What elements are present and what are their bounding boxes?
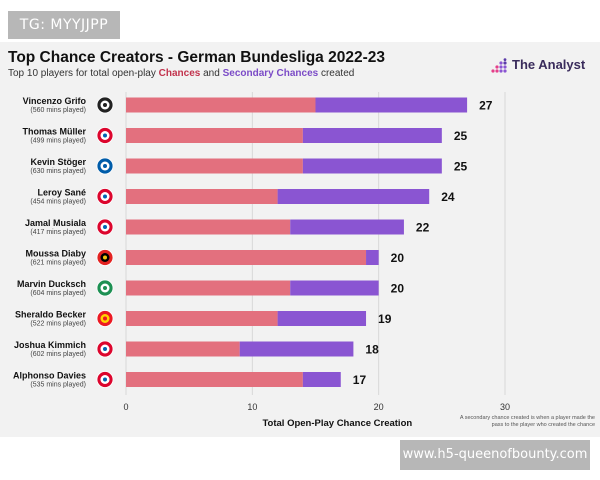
total-label: 24: [441, 190, 455, 204]
bar-chances: [126, 128, 303, 143]
watermark-bottom: www.h5-queenofbounty.com: [400, 440, 590, 470]
player-name: Joshua Kimmich: [14, 340, 86, 350]
footnote: A secondary chance created is when a pla…: [459, 415, 595, 428]
bar-chart: 0 10 20 30 Total Open-Play Chance Creation Vi…: [13, 92, 510, 429]
total-label: 27: [479, 99, 493, 113]
player-name: Sheraldo Becker: [15, 310, 87, 320]
player-name: Thomas Müller: [22, 127, 86, 137]
chart-title: Top Chance Creators - German Bundesliga …: [8, 49, 385, 66]
bayern-crest-icon-core: [103, 347, 107, 351]
player-minutes: (560 mins played): [30, 107, 86, 114]
watermark-top: TG: MYYJJPP: [8, 11, 120, 39]
x-tick-label: 0: [123, 402, 128, 412]
x-tick-label: 20: [374, 402, 384, 412]
analyst-logo-icon: [491, 58, 507, 73]
union-berlin-crest-icon-core: [103, 316, 107, 321]
player-minutes: (535 mins played): [30, 382, 86, 389]
total-label: 18: [365, 343, 379, 357]
x-axis-title: Total Open-Play Chance Creation: [262, 418, 412, 429]
player-name: Kevin Stöger: [30, 157, 86, 167]
bar-chances: [126, 97, 316, 113]
bayern-crest-icon-core: [103, 133, 107, 138]
player-name: Leroy Sané: [37, 188, 86, 198]
x-tick-label: 30: [500, 402, 510, 412]
player-minutes: (499 mins played): [30, 138, 86, 145]
total-label: 20: [391, 251, 405, 265]
player-minutes: (604 mins played): [30, 290, 86, 297]
bar-chances: [126, 250, 367, 265]
player-minutes: (630 mins played): [30, 168, 86, 175]
player-name: Jamal Musiala: [25, 218, 87, 228]
player-name: Vincenzo Grifo: [23, 96, 87, 106]
bayern-crest-icon-core: [103, 194, 107, 199]
bar-secondary: [366, 250, 379, 265]
subtitle-and: and: [200, 68, 223, 79]
bar-chances: [126, 158, 303, 174]
player-name: Marvin Ducksch: [17, 279, 86, 289]
player-name: Moussa Diaby: [25, 249, 86, 259]
bar-secondary: [277, 311, 367, 326]
bar-chances: [126, 189, 278, 204]
bremen-crest-icon-core: [103, 286, 107, 290]
bayern-crest-icon-core: [103, 225, 107, 229]
x-tick-label: 10: [247, 402, 257, 412]
bar-secondary: [315, 97, 468, 113]
bar-secondary: [302, 158, 442, 174]
bar-secondary: [290, 219, 404, 235]
bar-secondary: [239, 341, 354, 357]
total-label: 17: [353, 373, 367, 387]
total-label: 25: [454, 129, 468, 143]
brand-logo: The Analyst: [490, 56, 590, 76]
total-label: 19: [378, 312, 392, 326]
bar-chances: [126, 280, 291, 296]
subtitle-chances: Chances: [158, 68, 201, 79]
total-label: 25: [454, 160, 468, 174]
freiburg-crest-icon-core: [103, 103, 107, 107]
bar-chances: [126, 372, 303, 387]
bochum-crest-icon-core: [103, 164, 107, 168]
bar-chances: [126, 311, 278, 326]
bar-secondary: [302, 128, 442, 143]
brand-name: The Analyst: [512, 57, 586, 72]
subtitle-prefix: Top 10 players for total open-play: [8, 68, 159, 79]
player-minutes: (417 mins played): [30, 229, 86, 236]
bar-secondary: [277, 189, 430, 204]
bar-secondary: [302, 372, 341, 387]
bayern-crest-icon-core: [103, 377, 107, 382]
leverkusen-crest-icon-core: [103, 255, 107, 260]
subtitle-suffix: created: [318, 68, 355, 79]
total-label: 22: [416, 221, 430, 235]
player-minutes: (602 mins played): [30, 351, 86, 358]
player-minutes: (621 mins played): [30, 260, 86, 267]
player-minutes: (522 mins played): [30, 321, 86, 328]
bar-chances: [126, 341, 240, 357]
subtitle-secondary: Secondary Chances: [222, 68, 319, 79]
chart-subtitle: Top 10 players for total open-play Chanc…: [8, 68, 354, 79]
player-minutes: (454 mins played): [30, 199, 86, 206]
bar-chances: [126, 219, 291, 235]
player-name: Alphonso Davies: [13, 371, 86, 381]
bar-secondary: [290, 280, 379, 296]
total-label: 20: [391, 282, 405, 296]
